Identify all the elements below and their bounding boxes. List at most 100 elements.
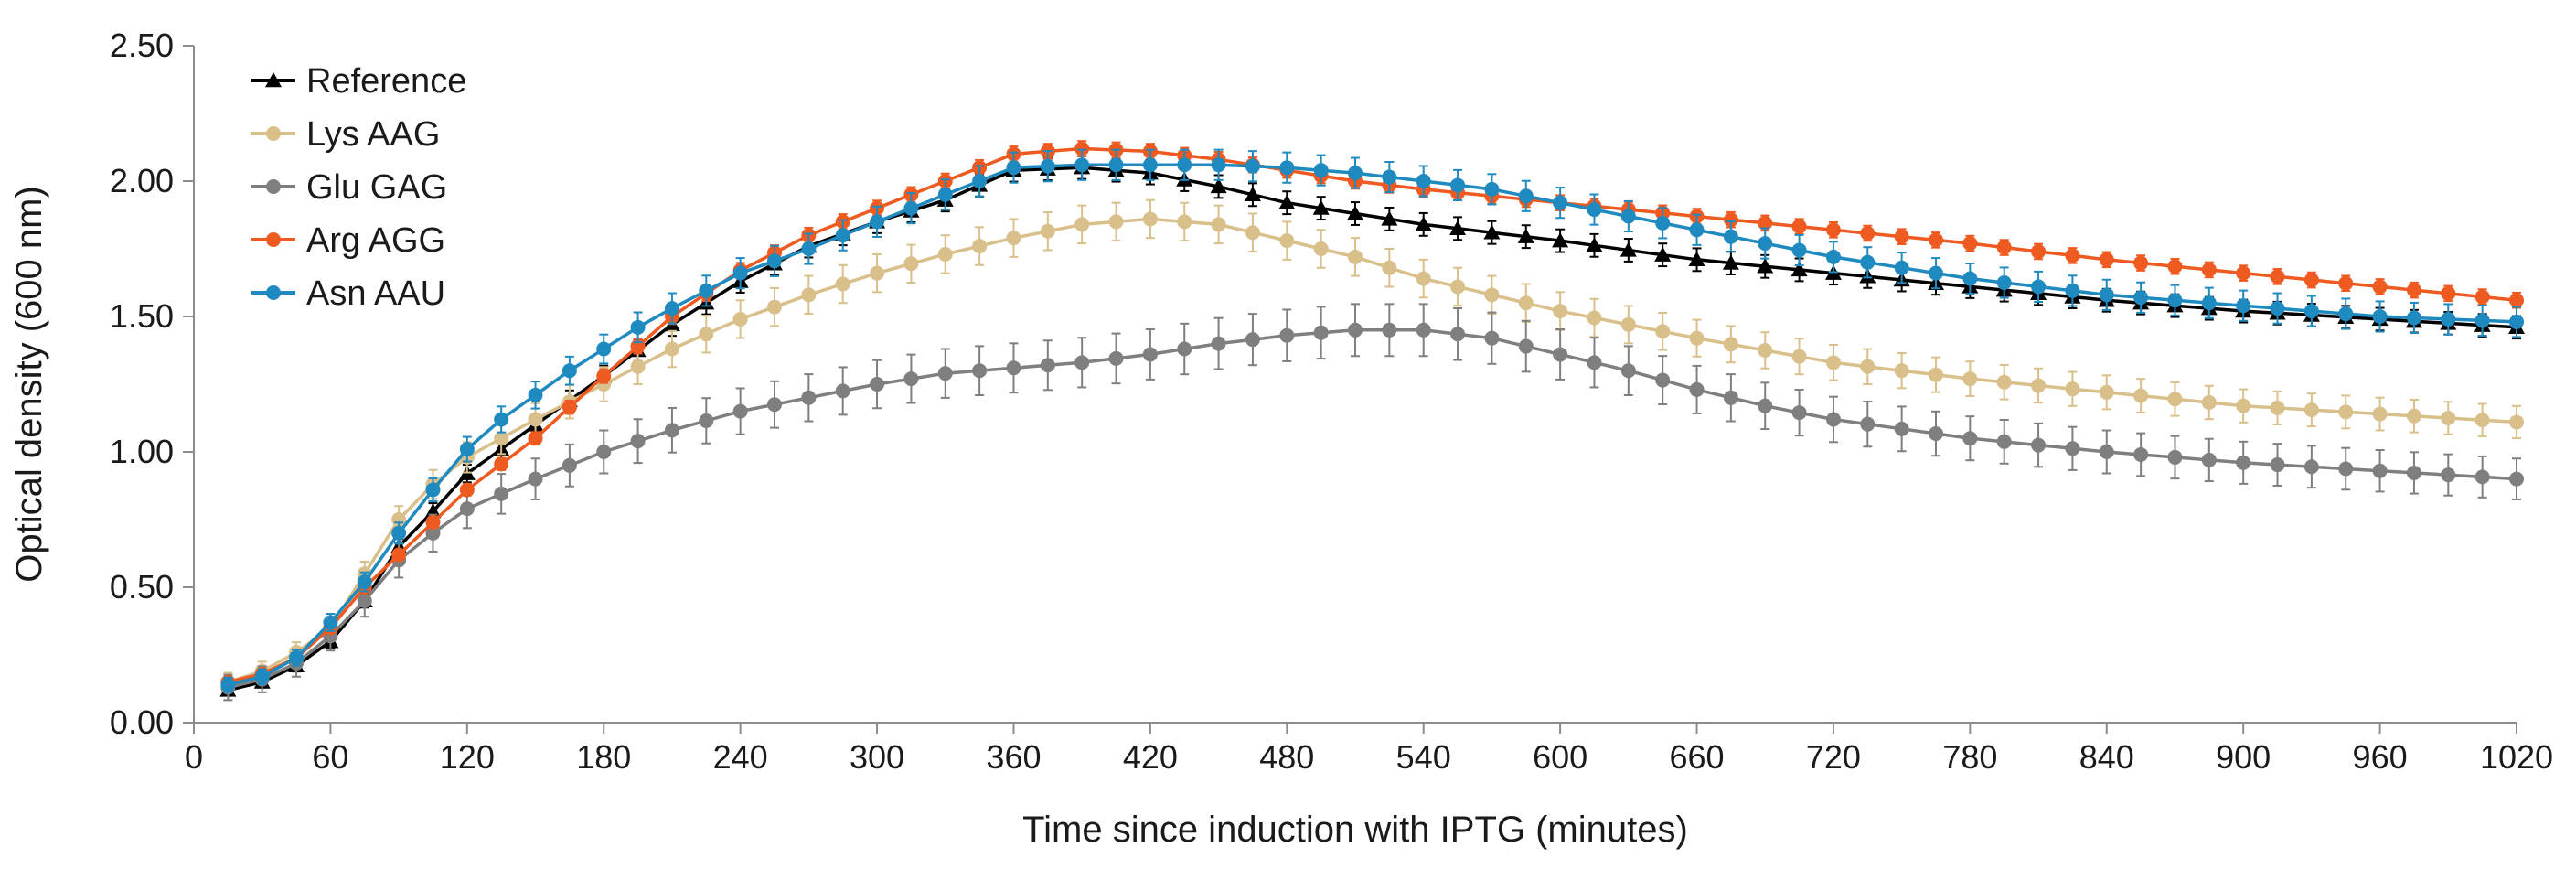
data-point	[1655, 215, 1671, 231]
data-point	[870, 265, 885, 281]
series-line	[227, 328, 2517, 690]
data-point	[1040, 158, 1055, 174]
data-point	[1723, 229, 1738, 244]
data-point	[2372, 279, 2388, 295]
data-point	[1450, 279, 1466, 295]
data-point	[323, 615, 338, 630]
x-tick-label: 900	[2216, 738, 2271, 776]
data-point	[2303, 459, 2319, 475]
data-point	[2270, 269, 2285, 284]
data-point	[494, 431, 509, 446]
data-point	[2270, 301, 2285, 316]
data-point	[1689, 330, 1705, 346]
data-point	[596, 445, 612, 459]
data-point	[561, 363, 577, 379]
data-point	[2372, 309, 2388, 324]
data-point	[1211, 217, 1226, 232]
data-point	[1484, 181, 1500, 197]
data-point	[1210, 177, 1227, 194]
data-point	[528, 431, 543, 446]
data-point	[767, 299, 782, 315]
data-point	[1758, 215, 1773, 231]
data-point	[1347, 205, 1363, 220]
data-point	[1929, 265, 1943, 281]
data-point	[1518, 188, 1534, 204]
data-point	[391, 525, 407, 541]
data-point	[1450, 177, 1466, 193]
data-point	[528, 412, 543, 427]
data-point	[2133, 388, 2149, 403]
data-point	[1040, 223, 1055, 239]
data-point	[1996, 240, 2012, 255]
data-point	[1962, 371, 1978, 387]
data-point	[1108, 350, 1124, 366]
data-point	[596, 369, 612, 384]
data-point	[425, 514, 441, 530]
data-point	[2201, 394, 2217, 410]
data-point	[1211, 336, 1226, 351]
data-point	[289, 649, 305, 665]
data-point	[1791, 405, 1807, 421]
data-point	[1860, 359, 1876, 374]
data-point	[494, 412, 509, 427]
x-tick-label: 660	[1669, 738, 1724, 776]
legend-label: Arg AGG	[306, 221, 445, 260]
data-point	[1929, 232, 1943, 248]
data-point	[1723, 337, 1738, 352]
data-point	[1142, 211, 1158, 227]
data-point	[1040, 358, 1055, 373]
series-layer	[219, 140, 2525, 702]
data-point	[2065, 441, 2080, 456]
data-point	[1825, 412, 1841, 427]
data-point	[2065, 381, 2080, 397]
data-point	[1553, 304, 1568, 319]
data-point	[835, 228, 850, 243]
data-point	[1553, 347, 1568, 362]
data-point	[357, 574, 372, 590]
data-point	[1074, 355, 1090, 370]
data-point	[699, 413, 714, 428]
data-point	[1996, 434, 2012, 449]
data-point	[1211, 157, 1226, 173]
data-point	[2303, 402, 2319, 418]
series-line	[227, 163, 2517, 687]
data-point	[937, 366, 953, 381]
data-point	[937, 187, 953, 202]
data-point	[254, 669, 270, 684]
data-point	[1517, 228, 1534, 243]
data-point	[2372, 463, 2388, 478]
data-point	[2099, 252, 2114, 267]
data-point	[1177, 341, 1192, 357]
data-point	[870, 377, 885, 392]
data-point	[1894, 260, 1909, 275]
data-point	[2031, 378, 2047, 393]
data-point	[1929, 367, 1943, 382]
data-point	[2406, 465, 2421, 480]
data-point	[1382, 169, 1397, 185]
data-point	[1484, 287, 1500, 303]
legend-marker	[266, 126, 281, 141]
data-point	[664, 423, 679, 438]
data-point	[1758, 236, 1773, 252]
data-point	[972, 239, 988, 254]
data-point	[2441, 285, 2456, 301]
axes: 0.00 0.50 1.00 1.50 2.00 2.50 0 60 120 180 240 300 3…	[110, 27, 2553, 776]
x-tick-label: 540	[1396, 738, 1451, 776]
legend-item: Arg AGG	[251, 221, 445, 260]
data-point	[2509, 414, 2524, 430]
data-point	[1758, 343, 1773, 358]
series-asn-aau	[220, 148, 2524, 693]
legend-item: Asn AAU	[251, 274, 445, 313]
data-point	[937, 246, 953, 262]
x-tick-label: 780	[1942, 738, 1997, 776]
data-point	[2441, 311, 2456, 327]
data-point	[2338, 404, 2354, 420]
legend-marker	[265, 72, 282, 88]
data-point	[1619, 241, 1637, 257]
data-point	[732, 265, 748, 281]
data-point	[2167, 392, 2183, 407]
data-point	[1790, 261, 1808, 277]
data-point	[699, 327, 714, 342]
data-point	[1688, 251, 1705, 267]
data-point	[835, 383, 850, 399]
